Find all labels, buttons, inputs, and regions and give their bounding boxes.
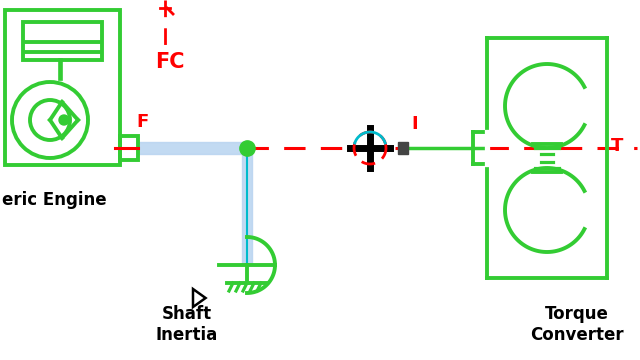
Text: eric Engine: eric Engine [2,191,107,209]
Text: Torque
Converter: Torque Converter [530,305,624,344]
Text: Shaft
Inertia: Shaft Inertia [156,305,218,344]
Text: F: F [136,113,148,131]
Text: T: T [611,137,623,155]
Text: I: I [411,115,418,133]
Text: FC: FC [155,52,184,72]
Polygon shape [398,142,408,154]
Circle shape [59,115,69,125]
